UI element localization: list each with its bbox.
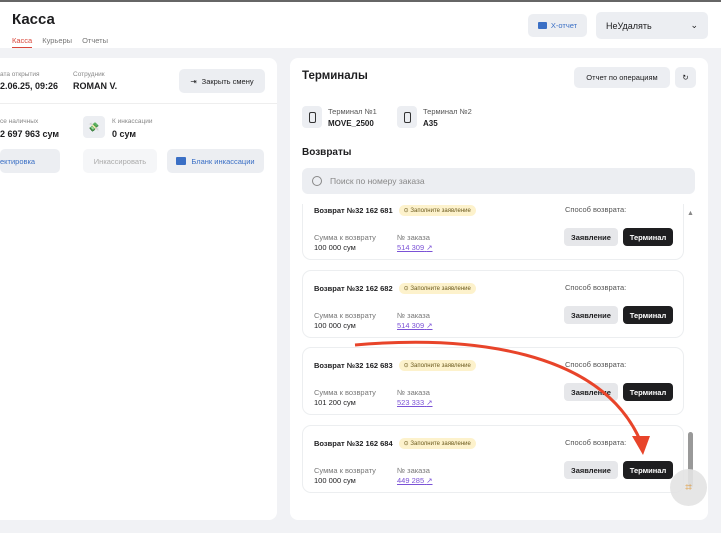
tab-couriers[interactable]: Курьеры <box>42 36 73 45</box>
order-label: № заказа <box>397 233 430 242</box>
status-badge: ⊙ Заполните заявление <box>398 360 476 371</box>
sum-value: 100 000 сум <box>314 243 356 252</box>
return-card: Возврат №32 162 682 ⊙ Заполните заявление… <box>302 270 684 338</box>
status-badge: ⊙ Заполните заявление <box>398 283 476 294</box>
external-link-icon: ↗ <box>426 398 433 407</box>
external-link-icon: ↗ <box>426 243 433 252</box>
terminal-icon <box>397 106 417 128</box>
returns-list[interactable]: Возврат №32 162 681 ⊙ Заполните заявление… <box>290 204 708 504</box>
order-label: № заказа <box>397 388 430 397</box>
tab-kassa[interactable]: Касса <box>12 36 33 48</box>
terminal-2[interactable]: Терминал №2 A35 <box>397 106 472 128</box>
order-link[interactable]: 523 333 ↗ <box>397 398 433 407</box>
order-label: № заказа <box>397 311 430 320</box>
header: Касса Касса Курьеры Отчеты X-отчет НеУда… <box>0 0 721 48</box>
scroll-up-icon[interactable]: ▲ <box>687 210 694 217</box>
status-badge: ⊙ Заполните заявление <box>398 438 476 449</box>
statement-button[interactable]: Заявление <box>564 306 618 324</box>
sum-label: Сумма к возврату <box>314 311 376 320</box>
method-label: Способ возврата: <box>565 205 627 214</box>
statement-button[interactable]: Заявление <box>564 383 618 401</box>
collect-button[interactable]: Инкассировать <box>83 149 157 173</box>
money-icon: 💸 <box>83 116 105 138</box>
status-badge: ⊙ Заполните заявление <box>398 205 476 216</box>
statement-button[interactable]: Заявление <box>564 228 618 246</box>
return-title: Возврат №32 162 683 <box>314 361 393 370</box>
return-card: Возврат №32 162 684 ⊙ Заполните заявление… <box>302 425 684 493</box>
collection-form-button[interactable]: Бланк инкассации <box>167 149 264 173</box>
refresh-icon[interactable]: ↻ <box>675 67 696 88</box>
method-label: Способ возврата: <box>565 360 627 369</box>
operations-report-button[interactable]: Отчет по операциям <box>574 67 670 88</box>
sum-value: 100 000 сум <box>314 476 356 485</box>
shift-panel: ата открытия 2.06.25, 09:26 Сотрудник RO… <box>0 58 277 520</box>
x-report-button[interactable]: X-отчет <box>528 14 587 37</box>
divider <box>0 103 277 104</box>
sum-label: Сумма к возврату <box>314 466 376 475</box>
external-link-icon: ↗ <box>426 476 433 485</box>
return-title: Возврат №32 162 681 <box>314 206 393 215</box>
terminal-button[interactable]: Терминал <box>623 461 673 479</box>
return-card: Возврат №32 162 681 ⊙ Заполните заявление… <box>302 204 684 260</box>
scan-icon[interactable]: ⌗ <box>670 469 707 506</box>
method-label: Способ возврата: <box>565 438 627 447</box>
order-label: № заказа <box>397 466 430 475</box>
close-shift-button[interactable]: ⇥ Закрыть смену <box>179 69 265 93</box>
tab-reports[interactable]: Отчеты <box>82 36 109 45</box>
terminal-button[interactable]: Терминал <box>623 383 673 401</box>
return-title: Возврат №32 162 682 <box>314 284 393 293</box>
exit-icon: ⇥ <box>190 76 197 86</box>
scrollbar-thumb[interactable] <box>688 432 693 488</box>
sum-value: 101 200 сум <box>314 398 356 407</box>
store-select[interactable]: НеУдалять ⌄ <box>596 12 708 39</box>
scrollbar[interactable]: ▲ <box>686 204 696 504</box>
return-card: Возврат №32 162 683 ⊙ Заполните заявление… <box>302 347 684 415</box>
external-link-icon: ↗ <box>426 321 433 330</box>
page-title: Касса <box>12 11 55 28</box>
terminal-button[interactable]: Терминал <box>623 306 673 324</box>
printer-icon <box>537 22 547 29</box>
return-title: Возврат №32 162 684 <box>314 439 393 448</box>
order-search-input[interactable]: Поиск по номеру заказа <box>302 168 695 194</box>
sum-value: 100 000 сум <box>314 321 356 330</box>
chevron-down-icon: ⌄ <box>690 20 698 30</box>
correction-button[interactable]: ектировка <box>0 149 60 173</box>
terminal-1[interactable]: Терминал №1 MOVE_2500 <box>302 106 377 128</box>
printer-icon <box>176 157 187 165</box>
terminal-button[interactable]: Терминал <box>623 228 673 246</box>
order-link[interactable]: 449 285 ↗ <box>397 476 433 485</box>
method-label: Способ возврата: <box>565 283 627 292</box>
search-icon <box>312 176 322 186</box>
statement-button[interactable]: Заявление <box>564 461 618 479</box>
order-link[interactable]: 514 309 ↗ <box>397 243 433 252</box>
terminal-icon <box>302 106 322 128</box>
sum-label: Сумма к возврату <box>314 388 376 397</box>
sum-label: Сумма к возврату <box>314 233 376 242</box>
order-link[interactable]: 514 309 ↗ <box>397 321 433 330</box>
